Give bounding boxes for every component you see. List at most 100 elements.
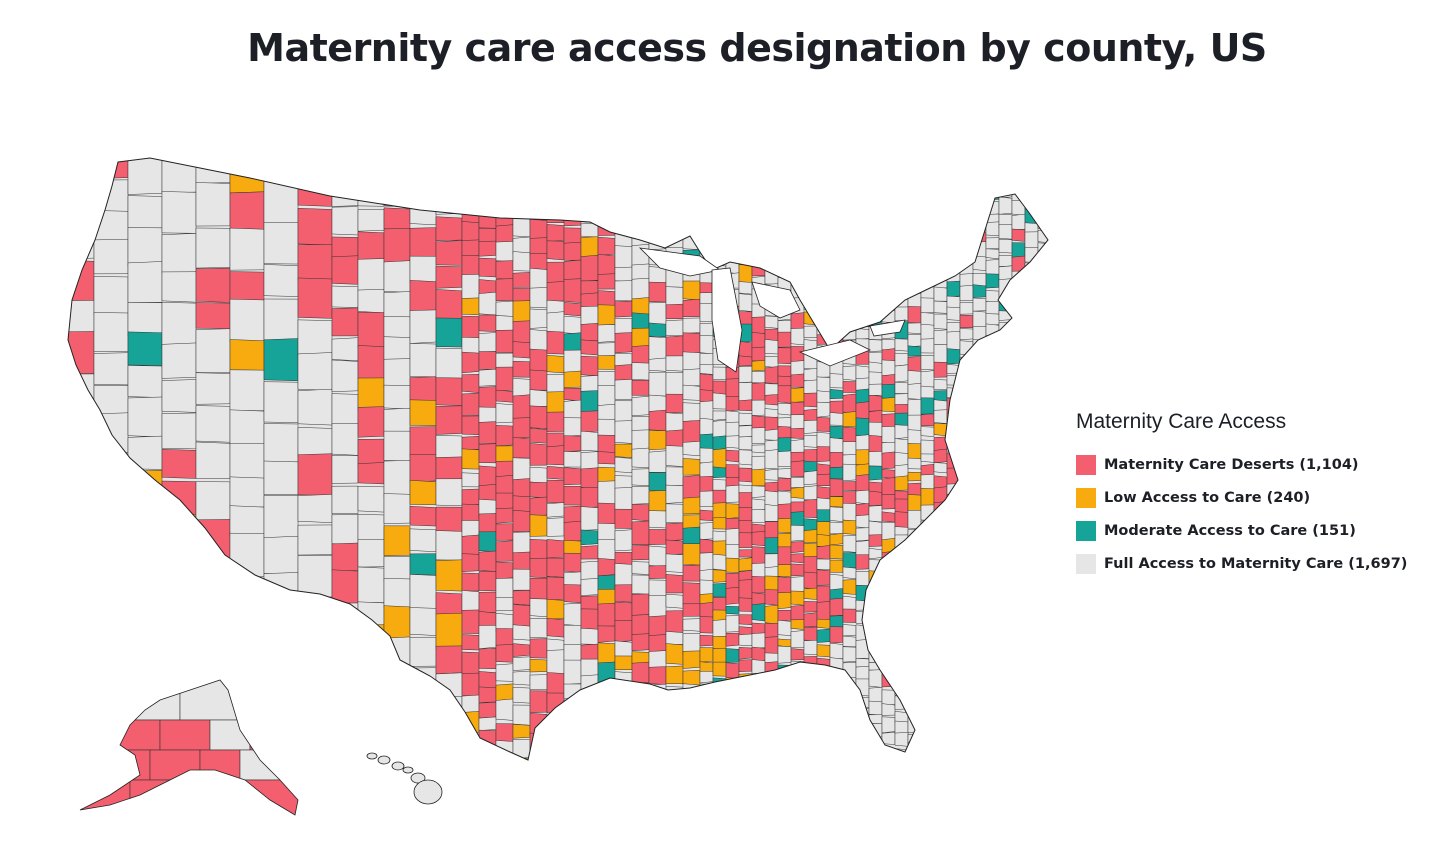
- county-full: [894, 306, 909, 321]
- county-full: [1024, 318, 1039, 332]
- county-desert: [777, 347, 792, 365]
- county-full: [738, 171, 753, 191]
- county-full: [790, 733, 805, 746]
- county-desert: [725, 693, 740, 708]
- county-full: [959, 302, 974, 315]
- county-desert: [998, 386, 1013, 400]
- county-full: [435, 181, 463, 215]
- county-desert: [738, 647, 753, 660]
- county-full: [1051, 690, 1064, 704]
- county-desert: [597, 451, 616, 465]
- county-full: [631, 734, 650, 754]
- county-full: [894, 206, 909, 218]
- county-full: [920, 666, 935, 677]
- county-desert: [580, 410, 599, 433]
- county-full: [1024, 488, 1039, 502]
- county-desert: [478, 746, 497, 760]
- county-desert: [478, 484, 497, 502]
- county-full: [933, 560, 948, 579]
- county-full: [907, 163, 922, 178]
- county-full: [712, 225, 727, 241]
- county-desert: [682, 582, 701, 606]
- county-full: [920, 426, 935, 437]
- county-full: [959, 218, 974, 233]
- county-full: [959, 510, 974, 525]
- county-moderate: [331, 627, 359, 656]
- county-full: [297, 596, 333, 627]
- county-full: [777, 403, 792, 416]
- county-desert: [790, 373, 805, 388]
- county-desert: [665, 158, 684, 171]
- county-desert: [985, 390, 1000, 400]
- legend-title: Maternity Care Access: [1076, 410, 1287, 433]
- county-full: [868, 361, 883, 374]
- county-full: [868, 746, 883, 760]
- county-desert: [580, 339, 599, 356]
- county-full: [383, 430, 411, 462]
- county-desert: [790, 563, 805, 577]
- county-desert: [816, 486, 831, 500]
- county-full: [648, 734, 667, 758]
- county-full: [631, 561, 650, 575]
- county-full: [985, 719, 1000, 735]
- county-full: [855, 259, 870, 274]
- county-desert: [829, 669, 844, 684]
- county-full: [1024, 715, 1039, 729]
- county-full: [1051, 199, 1064, 214]
- county-moderate: [665, 739, 684, 760]
- county-desert: [461, 534, 480, 556]
- county-full: [357, 288, 385, 314]
- county-full: [868, 669, 883, 688]
- county-full: [972, 728, 987, 747]
- county-moderate: [855, 417, 870, 437]
- county-low: [726, 764, 739, 775]
- county-full: [868, 173, 883, 190]
- county-desert: [842, 608, 857, 623]
- county-desert: [738, 532, 753, 548]
- county-full: [881, 589, 896, 605]
- county-full: [816, 223, 831, 234]
- county-full: [855, 720, 870, 737]
- county-full: [920, 644, 935, 655]
- county-moderate: [959, 571, 974, 586]
- county-full: [563, 417, 582, 437]
- county-moderate: [972, 353, 987, 372]
- county-full: [946, 689, 961, 700]
- county-moderate: [972, 284, 987, 298]
- county-low: [829, 559, 844, 573]
- county-full: [563, 451, 582, 468]
- county-full: [529, 329, 548, 351]
- county-full: [563, 158, 582, 168]
- county-desert: [495, 507, 514, 524]
- county-desert: [738, 682, 753, 697]
- county-full: [998, 360, 1013, 378]
- county-desert: [1051, 548, 1064, 562]
- county-full: [972, 370, 987, 386]
- county-full: [855, 540, 870, 558]
- county-full: [614, 640, 633, 658]
- county-full: [435, 478, 463, 507]
- county-full: [93, 210, 129, 242]
- county-low: [682, 650, 701, 669]
- county-full: [868, 759, 883, 760]
- county-full: [614, 671, 633, 694]
- county-full: [777, 235, 792, 253]
- county-desert: [790, 217, 805, 232]
- county-full: [1051, 615, 1064, 634]
- us-border: [67, 157, 1049, 761]
- county-full: [512, 624, 531, 641]
- county-full: [699, 490, 714, 507]
- county-full: [699, 670, 714, 684]
- county-full: [1037, 644, 1048, 655]
- county-desert: [529, 750, 548, 760]
- county-full: [764, 468, 779, 481]
- county-moderate: [580, 705, 599, 726]
- county-low: [409, 399, 437, 426]
- county-desert: [682, 564, 701, 582]
- county-full: [1037, 481, 1048, 496]
- county-desert: [597, 434, 616, 454]
- county-desert: [764, 589, 779, 606]
- county-full: [512, 687, 531, 704]
- county-desert: [68, 672, 95, 716]
- county-full: [631, 574, 650, 595]
